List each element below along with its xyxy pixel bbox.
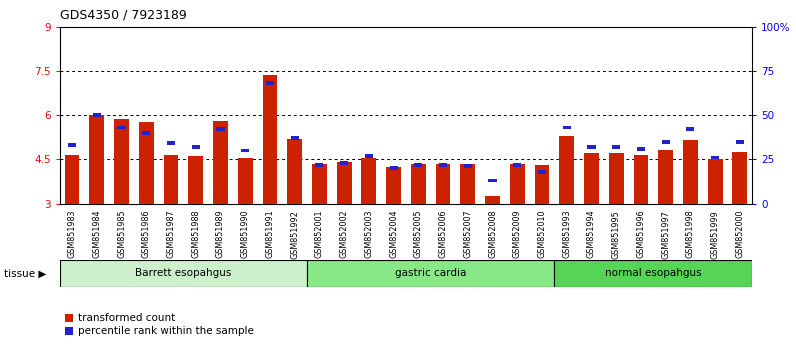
Bar bbox=[489, 179, 497, 182]
Bar bbox=[307, 260, 554, 287]
Bar bbox=[361, 158, 377, 204]
Bar bbox=[513, 163, 521, 166]
Bar bbox=[192, 145, 200, 149]
Text: Barrett esopahgus: Barrett esopahgus bbox=[135, 268, 232, 279]
Bar bbox=[291, 136, 298, 140]
Bar bbox=[538, 170, 546, 173]
Bar bbox=[118, 126, 126, 129]
Bar bbox=[587, 145, 595, 149]
Bar bbox=[389, 166, 398, 170]
Bar bbox=[114, 120, 129, 204]
Bar bbox=[711, 156, 720, 159]
Bar bbox=[92, 113, 101, 117]
Bar bbox=[439, 163, 447, 166]
Bar bbox=[238, 158, 252, 204]
Bar bbox=[414, 163, 423, 166]
Bar bbox=[634, 155, 648, 204]
Bar bbox=[68, 143, 76, 147]
Text: tissue ▶: tissue ▶ bbox=[4, 268, 46, 279]
Bar bbox=[89, 115, 104, 204]
Text: GDS4350 / 7923189: GDS4350 / 7923189 bbox=[60, 9, 186, 22]
Bar bbox=[485, 196, 500, 204]
Bar bbox=[612, 145, 620, 149]
Bar bbox=[163, 155, 178, 204]
Bar bbox=[263, 75, 277, 204]
Bar bbox=[435, 164, 451, 204]
Bar bbox=[637, 147, 645, 150]
Bar bbox=[139, 122, 154, 204]
Bar bbox=[584, 153, 599, 204]
Bar bbox=[64, 155, 80, 204]
Text: gastric cardia: gastric cardia bbox=[395, 268, 466, 279]
Bar bbox=[167, 142, 175, 145]
Bar bbox=[609, 153, 623, 204]
Bar bbox=[658, 150, 673, 204]
Legend: transformed count, percentile rank within the sample: transformed count, percentile rank withi… bbox=[65, 313, 255, 336]
Bar bbox=[554, 260, 752, 287]
Bar bbox=[287, 139, 302, 204]
Bar bbox=[560, 136, 574, 204]
Bar bbox=[213, 121, 228, 204]
Bar bbox=[686, 127, 694, 131]
Bar bbox=[142, 131, 150, 135]
Bar bbox=[365, 154, 373, 158]
Bar bbox=[661, 140, 669, 143]
Bar bbox=[60, 260, 307, 287]
Bar bbox=[189, 156, 203, 204]
Bar bbox=[460, 164, 475, 204]
Bar bbox=[386, 167, 401, 204]
Text: normal esopahgus: normal esopahgus bbox=[605, 268, 701, 279]
Bar bbox=[411, 164, 426, 204]
Bar bbox=[563, 126, 571, 129]
Bar bbox=[312, 164, 327, 204]
Bar bbox=[337, 162, 352, 204]
Bar bbox=[241, 149, 249, 152]
Bar bbox=[315, 163, 323, 166]
Bar bbox=[509, 164, 525, 204]
Bar bbox=[736, 140, 744, 143]
Bar bbox=[683, 140, 698, 204]
Bar bbox=[732, 152, 747, 204]
Bar bbox=[340, 161, 348, 165]
Bar bbox=[464, 165, 472, 168]
Bar bbox=[266, 81, 274, 85]
Bar bbox=[708, 159, 723, 204]
Bar bbox=[535, 165, 549, 204]
Bar bbox=[217, 127, 224, 131]
